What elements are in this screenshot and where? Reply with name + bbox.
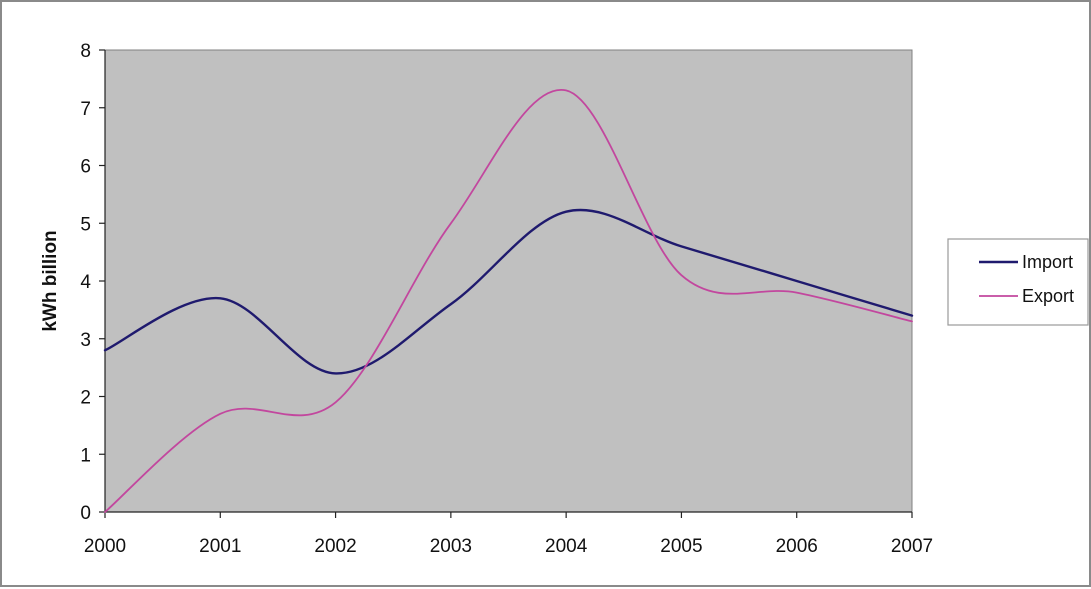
- legend-label: Import: [1022, 252, 1073, 272]
- series-layer: [103, 89, 914, 513]
- x-tick-label: 2000: [84, 536, 126, 557]
- y-tick-label: 2: [80, 388, 91, 409]
- y-tick-label: 3: [80, 330, 91, 351]
- x-tick-label: 2004: [545, 536, 588, 557]
- legend: Import Export: [947, 238, 1089, 326]
- y-axis: 0 1 2 3 4 5 6 7 8: [80, 41, 106, 524]
- x-tick-label: 2002: [314, 536, 356, 557]
- y-tick-label: 0: [80, 503, 91, 524]
- legend-box: [947, 238, 1089, 326]
- y-tick-label: 7: [80, 99, 91, 120]
- x-tick-label: 2007: [891, 536, 933, 557]
- series-line-import: [103, 208, 914, 375]
- x-axis: 2000 2001 2002 2003 2004 2005 2006 2007: [84, 511, 933, 557]
- x-tick-label: 2001: [199, 536, 241, 557]
- y-axis-label: kWh billion: [40, 230, 61, 331]
- y-tick-label: 6: [80, 157, 91, 178]
- legend-label: Export: [1022, 286, 1074, 306]
- x-tick-label: 2006: [776, 536, 818, 557]
- y-tick-label: 5: [80, 214, 91, 235]
- series-line-export: [104, 89, 913, 513]
- y-tick-label: 1: [80, 445, 91, 466]
- x-tick-label: 2003: [430, 536, 472, 557]
- y-tick-label: 4: [80, 272, 91, 293]
- plot-area: [104, 49, 913, 513]
- x-tick-label: 2005: [660, 536, 702, 557]
- y-tick-label: 8: [80, 41, 91, 62]
